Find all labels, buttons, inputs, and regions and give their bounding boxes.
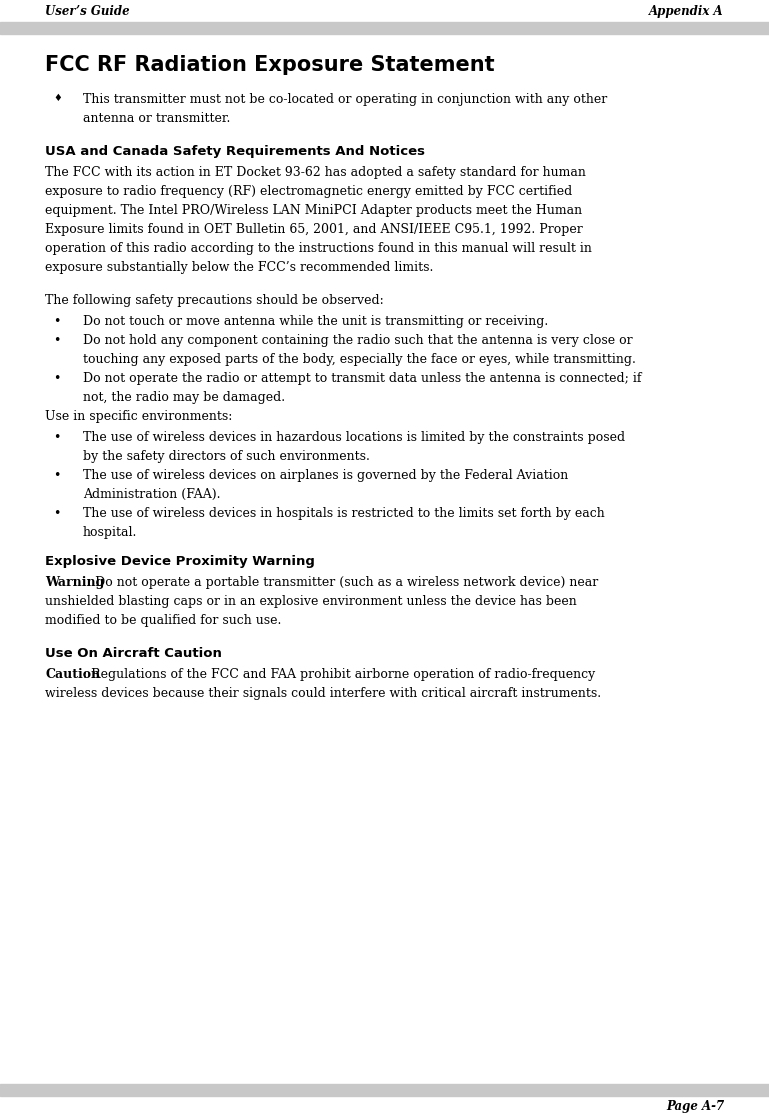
Text: Do not hold any component containing the radio such that the antenna is very clo: Do not hold any component containing the…	[83, 334, 633, 347]
Text: exposure substantially below the FCC’s recommended limits.: exposure substantially below the FCC’s r…	[45, 260, 434, 274]
Text: touching any exposed parts of the body, especially the face or eyes, while trans: touching any exposed parts of the body, …	[83, 353, 636, 366]
Text: FCC RF Radiation Exposure Statement: FCC RF Radiation Exposure Statement	[45, 55, 494, 75]
Text: not, the radio may be damaged.: not, the radio may be damaged.	[83, 391, 285, 404]
Text: Use in specific environments:: Use in specific environments:	[45, 410, 232, 423]
Text: : Regulations of the FCC and FAA prohibit airborne operation of radio-frequency: : Regulations of the FCC and FAA prohibi…	[83, 667, 595, 681]
Text: The following safety precautions should be observed:: The following safety precautions should …	[45, 294, 384, 307]
Text: •: •	[53, 372, 61, 385]
Text: : Do not operate a portable transmitter (such as a wireless network device) near: : Do not operate a portable transmitter …	[87, 576, 598, 589]
Text: The use of wireless devices in hazardous locations is limited by the constraints: The use of wireless devices in hazardous…	[83, 432, 625, 444]
Text: operation of this radio according to the instructions found in this manual will : operation of this radio according to the…	[45, 241, 592, 255]
Text: Exposure limits found in OET Bulletin 65, 2001, and ANSI/IEEE C95.1, 1992. Prope: Exposure limits found in OET Bulletin 65…	[45, 222, 583, 236]
Text: Do not touch or move antenna while the unit is transmitting or receiving.: Do not touch or move antenna while the u…	[83, 315, 548, 328]
Text: USA and Canada Safety Requirements And Notices: USA and Canada Safety Requirements And N…	[45, 145, 425, 158]
Text: Explosive Device Proximity Warning: Explosive Device Proximity Warning	[45, 555, 315, 568]
Text: ♦: ♦	[53, 93, 62, 103]
Bar	[0, 22, 769, 34]
Text: by the safety directors of such environments.: by the safety directors of such environm…	[83, 451, 370, 463]
Text: equipment. The Intel PRO/Wireless LAN MiniPCI Adapter products meet the Human: equipment. The Intel PRO/Wireless LAN Mi…	[45, 203, 582, 217]
Text: This transmitter must not be co-located or operating in conjunction with any oth: This transmitter must not be co-located …	[83, 93, 608, 106]
Text: The use of wireless devices in hospitals is restricted to the limits set forth b: The use of wireless devices in hospitals…	[83, 506, 604, 520]
Text: Page A-7: Page A-7	[666, 1100, 724, 1114]
Text: User’s Guide: User’s Guide	[45, 4, 130, 18]
Bar	[0, 1084, 769, 1096]
Text: •: •	[53, 468, 61, 482]
Text: Administration (FAA).: Administration (FAA).	[83, 487, 221, 501]
Text: Warning: Warning	[45, 576, 105, 589]
Text: •: •	[53, 315, 61, 328]
Text: Use On Aircraft Caution: Use On Aircraft Caution	[45, 647, 222, 660]
Text: modified to be qualified for such use.: modified to be qualified for such use.	[45, 614, 281, 627]
Text: unshielded blasting caps or in an explosive environment unless the device has be: unshielded blasting caps or in an explos…	[45, 595, 577, 608]
Text: hospital.: hospital.	[83, 525, 138, 539]
Text: Appendix A: Appendix A	[649, 4, 724, 18]
Text: •: •	[53, 506, 61, 520]
Text: •: •	[53, 432, 61, 444]
Text: exposure to radio frequency (RF) electromagnetic energy emitted by FCC certified: exposure to radio frequency (RF) electro…	[45, 184, 572, 198]
Text: The FCC with its action in ET Docket 93-62 has adopted a safety standard for hum: The FCC with its action in ET Docket 93-…	[45, 165, 586, 179]
Text: wireless devices because their signals could interfere with critical aircraft in: wireless devices because their signals c…	[45, 686, 601, 700]
Text: antenna or transmitter.: antenna or transmitter.	[83, 112, 231, 125]
Text: Caution: Caution	[45, 667, 100, 681]
Text: Do not operate the radio or attempt to transmit data unless the antenna is conne: Do not operate the radio or attempt to t…	[83, 372, 641, 385]
Text: The use of wireless devices on airplanes is governed by the Federal Aviation: The use of wireless devices on airplanes…	[83, 468, 568, 482]
Text: •: •	[53, 334, 61, 347]
